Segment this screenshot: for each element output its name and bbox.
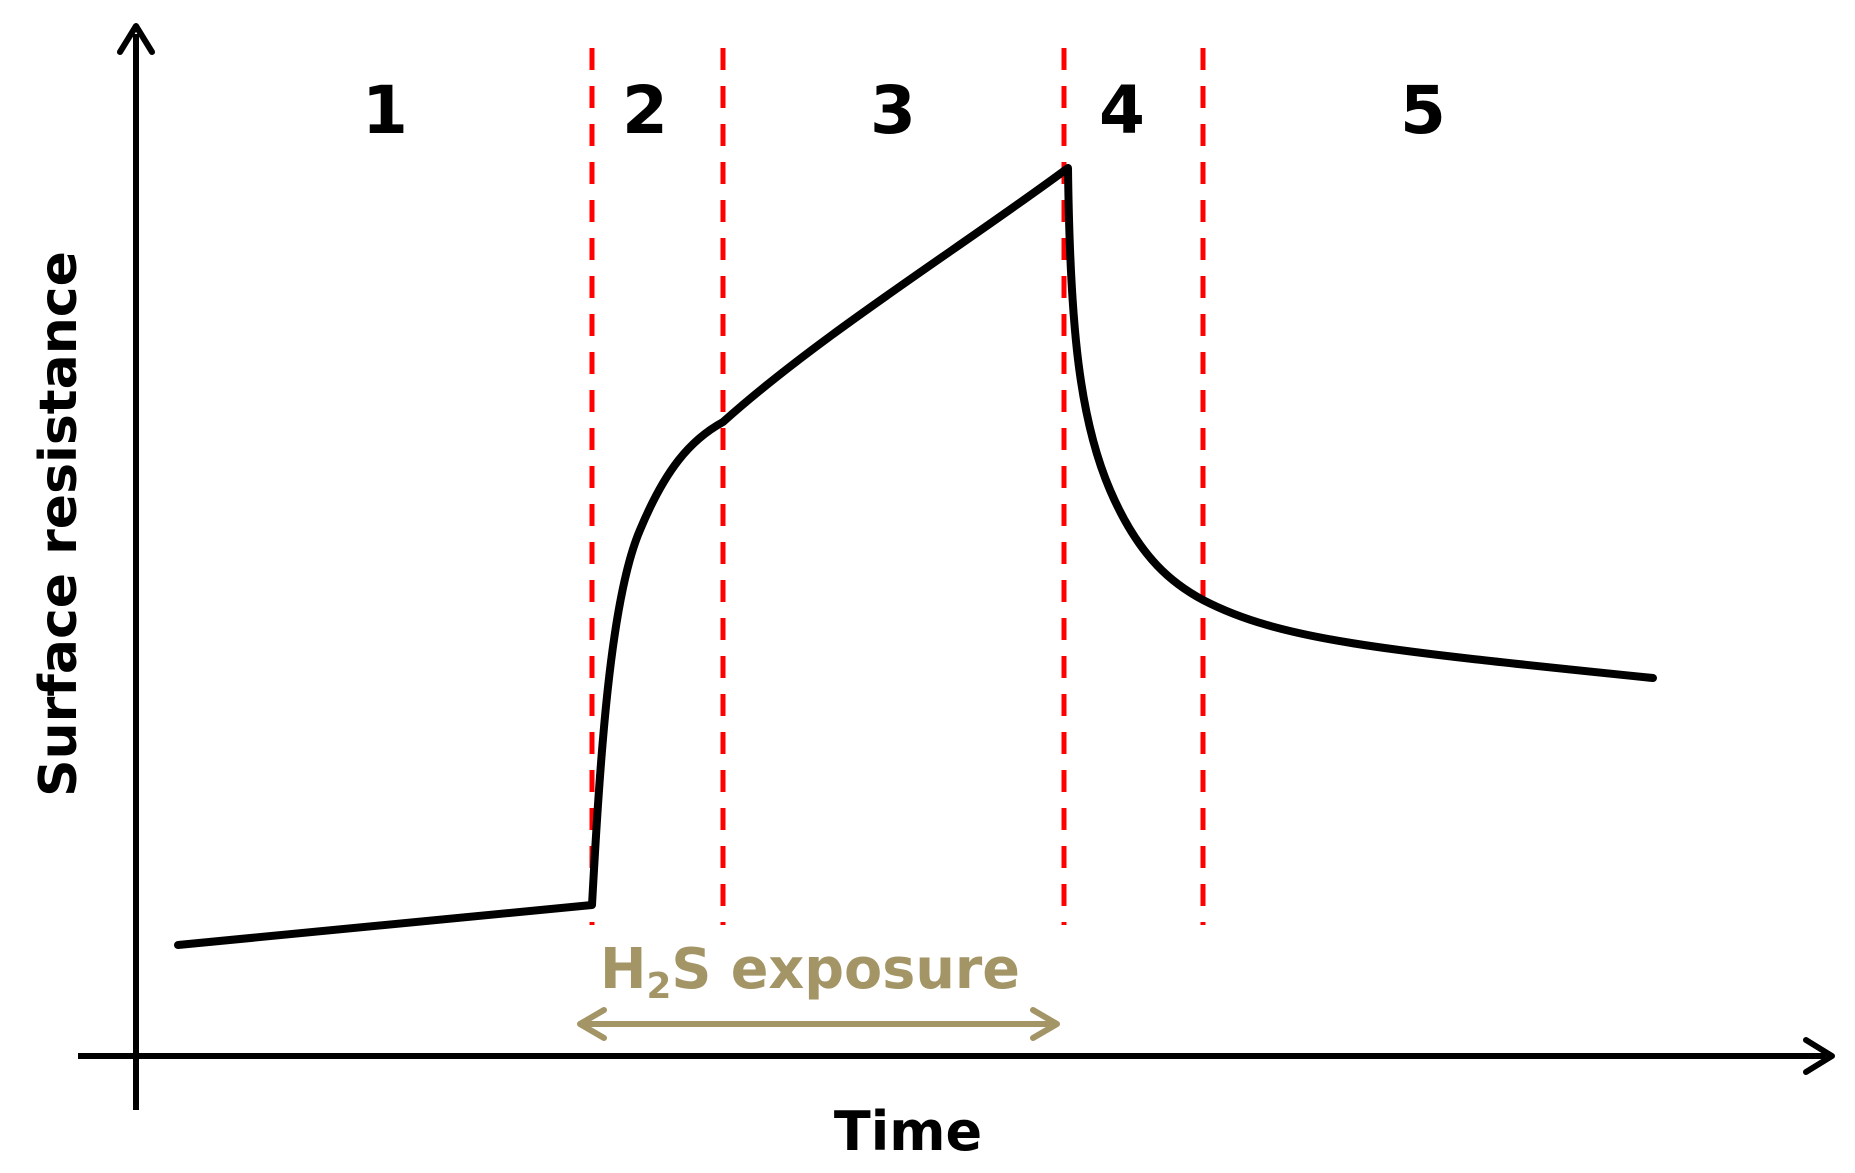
exposure-arrow-right-head (1030, 1007, 1060, 1041)
stage-label-1: 1 (362, 72, 408, 149)
exposure-label-rest: S exposure (671, 937, 1020, 1002)
stage-label-4: 4 (1099, 72, 1145, 149)
y-axis-label: Surface resistance (29, 251, 89, 797)
exposure-arrow-left-head (577, 1007, 607, 1041)
y-axis-arrowhead (117, 23, 155, 55)
resistance-curve (174, 164, 1657, 949)
stage-label-3: 3 (870, 72, 916, 149)
exposure-label: H2S exposure (600, 937, 1020, 1007)
x-axis-label: Time (834, 1100, 982, 1163)
exposure-label-main: H (600, 937, 647, 1002)
x-axis-arrowhead (1803, 1037, 1835, 1075)
stage-label-2: 2 (622, 72, 668, 149)
exposure-label-subscript: 2 (647, 966, 672, 1007)
stage-label-5: 5 (1400, 72, 1446, 149)
